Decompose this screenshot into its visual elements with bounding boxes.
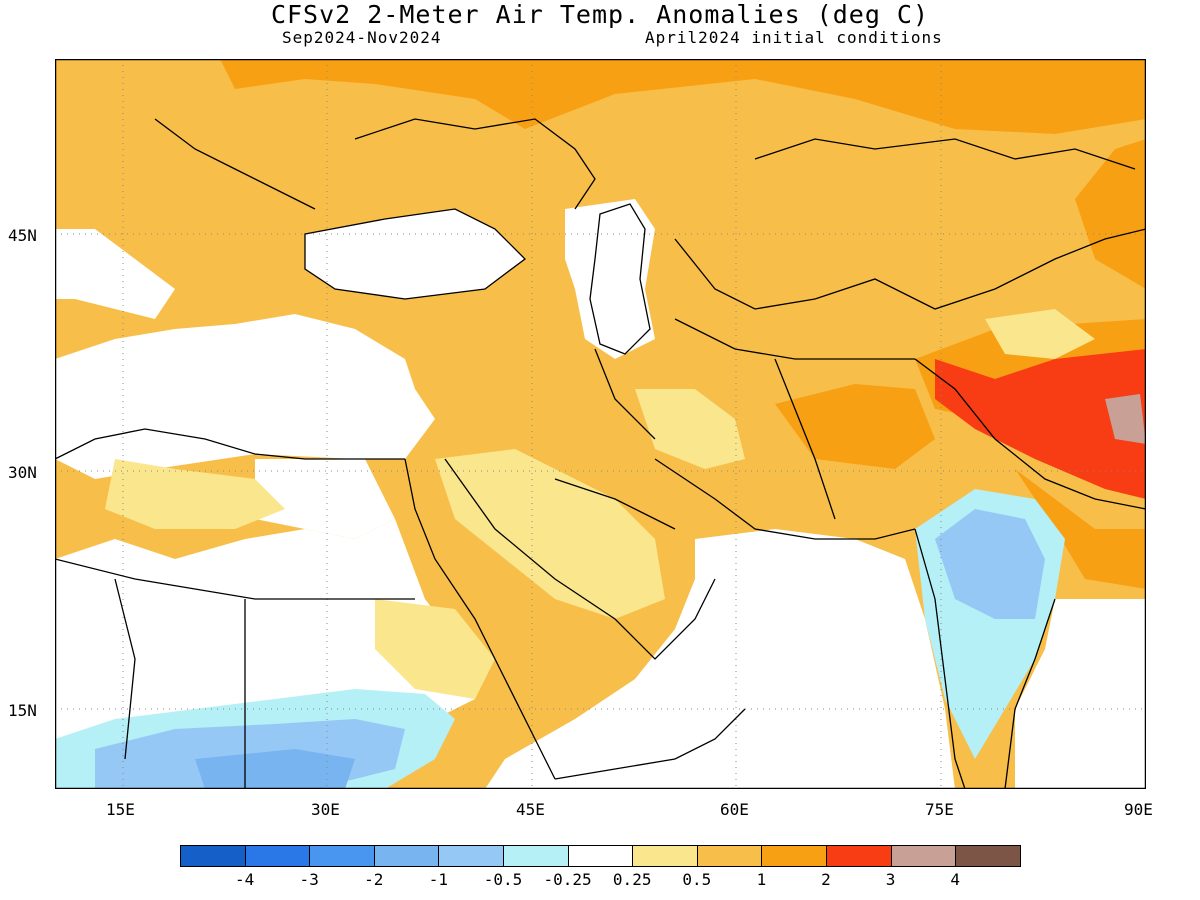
season-label: Sep2024-Nov2024: [282, 28, 442, 47]
lon-tick-label: 75E: [925, 800, 954, 819]
anomaly-field-0.25-0.5: [985, 309, 1095, 359]
colorbar-swatch: [955, 845, 1021, 867]
anomaly-field-neutral: [305, 209, 525, 299]
colorbar-label: 4: [950, 870, 961, 889]
colorbar-swatch: [244, 845, 311, 867]
lon-tick-label: 90E: [1124, 800, 1153, 819]
anomaly-field-0.25-0.5: [435, 449, 665, 619]
colorbar-swatch: [761, 845, 827, 867]
anomaly-field-neutral: [55, 314, 435, 479]
colorbar-swatch: [632, 845, 698, 867]
anomaly-field-0.25-0.5: [375, 599, 495, 699]
lon-tick-label: 15E: [106, 800, 135, 819]
lat-tick-label: 15N: [8, 701, 37, 720]
colorbar-label: 2: [821, 870, 831, 889]
anomaly-field-0.25-0.5: [105, 459, 285, 529]
colorbar-label: -1: [428, 870, 449, 889]
colorbar-swatch: [180, 845, 246, 867]
colorbar-swatch: [826, 845, 892, 867]
colorbar-label: -4: [234, 870, 255, 889]
anomaly-field-1-2: [1075, 139, 1146, 289]
coastlines-borders: [55, 118, 1146, 789]
map-title: CFSv2 2-Meter Air Temp. Anomalies (deg C…: [270, 0, 930, 29]
anomaly-field-neutral: [255, 459, 395, 539]
lat-tick-label: 30N: [8, 463, 37, 482]
colorbar-swatch: [890, 845, 957, 867]
colorbar-swatch: [373, 845, 440, 867]
colorbar-swatch: [696, 845, 763, 867]
colorbar-label: 3: [885, 870, 896, 889]
anomaly-field-cool-0.5-1: [935, 509, 1045, 619]
anomaly-field-neutral: [1015, 599, 1146, 789]
anomaly-field-1-2: [1015, 469, 1146, 589]
anomaly-field-neutral: [565, 199, 655, 359]
colorbar-swatch: [567, 845, 634, 867]
anomaly-field-neutral: [485, 529, 955, 789]
anomaly-field-1-2: [220, 59, 1146, 134]
colorbar-label: 0.25: [612, 870, 652, 889]
anomaly-map: [55, 59, 1146, 789]
map-frame: [55, 59, 1146, 789]
anomaly-field-3-4: [1105, 394, 1146, 444]
lon-tick-label: 60E: [720, 800, 749, 819]
lat-tick-label: 45N: [8, 226, 37, 245]
colorbar-label: 1: [756, 870, 767, 889]
colorbar-swatch: [503, 845, 569, 867]
anomaly-field-cool-1-2: [195, 749, 355, 789]
initial-conditions-label: April2024 initial conditions: [645, 28, 943, 47]
lon-tick-label: 45E: [516, 800, 545, 819]
anomaly-field-1-2: [775, 384, 935, 469]
anomaly-field-neutral: [55, 229, 175, 319]
lon-tick-label: 30E: [311, 800, 340, 819]
anomaly-field-0.25-0.5: [635, 389, 745, 469]
colorbar-label: -2: [364, 870, 384, 889]
colorbar-label: -0.5: [483, 870, 523, 889]
anomaly-field-2-3: [935, 349, 1146, 499]
colorbar-label: -0.25: [543, 870, 592, 889]
colorbar-swatch: [438, 845, 504, 867]
colorbar-label: 0.5: [682, 870, 712, 889]
colorbar-label: -3: [299, 870, 319, 889]
colorbar-swatch: [309, 845, 375, 867]
